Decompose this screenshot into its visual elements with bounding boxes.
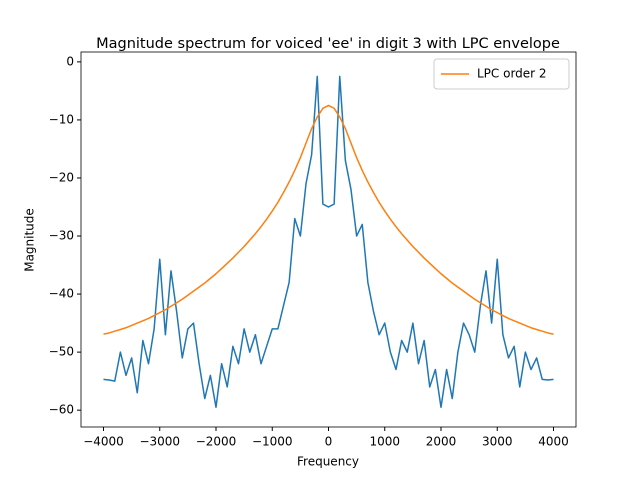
x-tick-label: −2000 xyxy=(196,435,237,449)
y-tick-label: −10 xyxy=(49,112,74,126)
x-axis-label: Frequency xyxy=(297,455,359,469)
x-tick-label: 4000 xyxy=(538,435,569,449)
axes-frame xyxy=(80,51,577,428)
chart-title: Magnitude spectrum for voiced 'ee' in di… xyxy=(96,36,560,52)
y-tick-label: −50 xyxy=(49,345,74,359)
y-tick-label: −20 xyxy=(49,170,74,184)
x-tick-label: 1000 xyxy=(369,435,400,449)
y-tick-label: −30 xyxy=(49,229,74,243)
data-line xyxy=(103,104,554,335)
y-tick-label: −60 xyxy=(49,403,74,417)
x-tick-label: −4000 xyxy=(83,435,124,449)
x-tick-label: 0 xyxy=(325,435,333,449)
y-tick-label: 0 xyxy=(66,54,74,68)
y-tick-label: −40 xyxy=(49,287,74,301)
legend-label: LPC order 2 xyxy=(477,67,547,81)
data-line xyxy=(103,75,554,409)
x-tick-label: 2000 xyxy=(426,435,457,449)
x-tick-label: −3000 xyxy=(139,435,180,449)
legend-box xyxy=(433,58,570,90)
y-axis-label: Magnitude xyxy=(23,208,37,272)
x-tick-label: −1000 xyxy=(252,435,293,449)
x-tick-label: 3000 xyxy=(482,435,513,449)
